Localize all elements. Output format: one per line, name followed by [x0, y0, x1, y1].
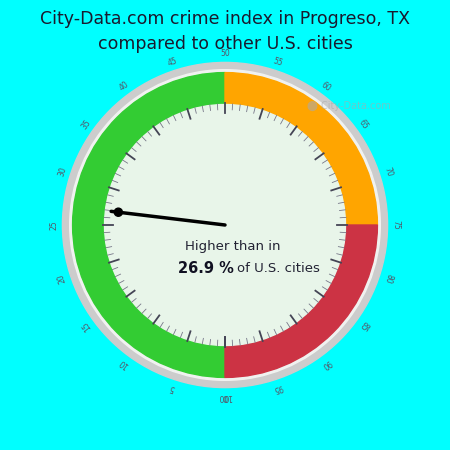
Text: 95: 95 [272, 382, 284, 394]
Text: Higher than in: Higher than in [184, 240, 280, 253]
Text: 60: 60 [319, 80, 332, 93]
Wedge shape [225, 225, 378, 378]
Text: 40: 40 [118, 80, 131, 93]
Text: 5: 5 [168, 383, 176, 393]
Circle shape [104, 104, 346, 346]
Text: 30: 30 [56, 166, 68, 178]
Text: 90: 90 [319, 357, 332, 370]
Circle shape [63, 63, 387, 387]
Circle shape [70, 70, 380, 380]
Text: 85: 85 [357, 319, 370, 332]
Text: 35: 35 [80, 118, 93, 131]
Text: 10: 10 [118, 357, 131, 370]
Wedge shape [72, 72, 225, 378]
Text: 65: 65 [357, 118, 370, 131]
Text: City-Data.com crime index in Progreso, TX: City-Data.com crime index in Progreso, T… [40, 10, 410, 28]
Text: of U.S. cities: of U.S. cities [237, 262, 320, 275]
Text: 80: 80 [382, 272, 394, 284]
Text: compared to other U.S. cities: compared to other U.S. cities [98, 35, 352, 53]
Circle shape [114, 208, 122, 216]
Text: 70: 70 [382, 166, 394, 178]
Text: 26.9 %: 26.9 % [178, 261, 234, 276]
Text: ⬤ City-Data.com: ⬤ City-Data.com [306, 101, 390, 111]
Text: 15: 15 [80, 319, 93, 332]
Text: 0: 0 [223, 392, 227, 401]
Text: 20: 20 [56, 272, 68, 284]
Text: 50: 50 [220, 49, 230, 58]
Text: 55: 55 [272, 56, 284, 68]
Wedge shape [225, 72, 378, 225]
Text: 25: 25 [49, 220, 58, 230]
Text: 45: 45 [166, 56, 178, 68]
Text: 75: 75 [392, 220, 401, 230]
Text: 100: 100 [218, 392, 232, 401]
